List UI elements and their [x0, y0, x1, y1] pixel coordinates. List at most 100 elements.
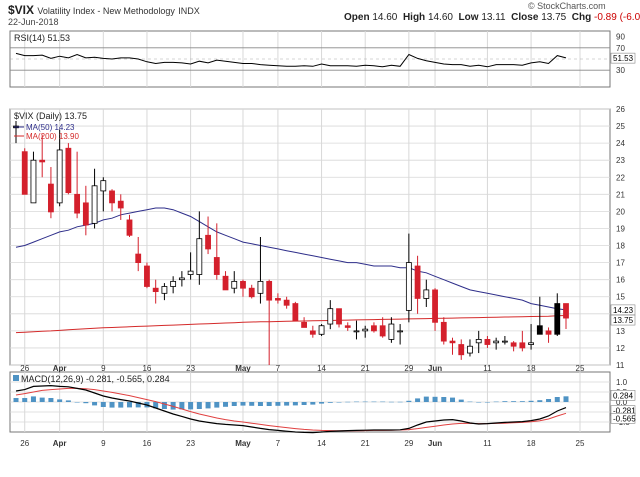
candle-body [65, 147, 72, 194]
candle-body [91, 185, 98, 224]
price-tick-label: 22 [616, 173, 625, 182]
macd-histogram-bar [284, 402, 290, 406]
x-tick-label-macd: 14 [317, 439, 326, 448]
candle-body [144, 265, 150, 287]
x-tick-label-price: 21 [361, 364, 370, 373]
candle-body [161, 286, 168, 294]
candle-body [205, 234, 211, 250]
candle-body [275, 298, 281, 301]
macd-histogram-bar [65, 400, 71, 402]
x-tick-label-macd: 21 [361, 439, 370, 448]
macd-histogram-bar [537, 400, 543, 402]
ma200-line [15, 315, 567, 334]
x-axis: 26 Apr 9 16 23 May 7 14 21 29 Jun 11 18 25 26 Apr 9 16 23 M… [20, 364, 585, 448]
quote-date: 22-Jun-2018 [8, 17, 59, 27]
rsi-legend-text: RSI(14) 51.53 [14, 33, 70, 43]
x-tick-label-macd: Jun [428, 439, 442, 448]
macd-legend-swatch [13, 375, 19, 381]
macd-histogram-bar [528, 400, 534, 402]
symbol: $VIX [8, 3, 35, 17]
rsi-tick-label: 70 [616, 44, 625, 53]
candle-body [30, 159, 37, 204]
macd-histogram-bar [301, 402, 307, 405]
macd-histogram-bar [30, 396, 36, 402]
macd-histogram-bar [48, 398, 54, 402]
macd-histogram-bar [275, 402, 281, 406]
chg-label: Chg [571, 12, 592, 23]
macd-histogram-bar [161, 402, 167, 409]
candle-body [178, 277, 185, 281]
x-tick-label-macd: 26 [20, 439, 29, 448]
candle-body [371, 325, 377, 332]
candle-body [344, 325, 351, 328]
candle-body [493, 340, 500, 344]
macd-histogram-bar [310, 402, 316, 405]
price-tick-label: 15 [616, 293, 625, 302]
macd-histogram-bar [458, 399, 464, 402]
x-tick-label-macd: 11 [483, 439, 492, 448]
macd-histogram-bar [13, 398, 19, 402]
x-tick-label-price: Apr [53, 364, 67, 373]
macd-tick-label: 0.0 [616, 398, 628, 407]
x-tick-label-price: 23 [186, 364, 195, 373]
price-tick-label: 26 [616, 105, 625, 114]
price-tick-label: 13 [616, 327, 625, 336]
macd-histogram-bar [257, 402, 263, 406]
price-tick-label: 18 [616, 242, 625, 251]
macd-histogram-bar [432, 396, 438, 402]
macd-panel: -1.0-0.50.00.51.00.284-0.281-0.565MACD(1… [9, 371, 636, 434]
macd-histogram-bar [467, 401, 473, 403]
candle-body [336, 308, 342, 325]
candle-body [353, 330, 360, 333]
candle-body [397, 330, 404, 333]
x-tick-label-price: 7 [276, 364, 281, 373]
rsi-tick-label: 30 [616, 66, 625, 75]
macd-signal-last-label-box [610, 412, 636, 424]
macd-signal-last-label: -0.565 [613, 414, 636, 423]
x-tick-label-price: May [235, 364, 251, 373]
macd-histogram-bar [57, 399, 63, 402]
candle-body [301, 321, 307, 328]
candle-body [170, 280, 177, 287]
macd-histogram-last-label-box [610, 390, 636, 401]
x-tick-label-macd: 25 [576, 439, 585, 448]
macd-line [15, 384, 567, 434]
candle-body [231, 280, 238, 289]
candle-body [554, 303, 561, 335]
candle-body [510, 342, 517, 347]
security-name: Volatility Index - New Methodology [37, 6, 175, 16]
price-tick-label: 16 [616, 276, 625, 285]
macd-histogram-bar [371, 401, 377, 403]
candle-body [440, 321, 447, 342]
macd-histogram-bar [240, 402, 246, 406]
macd-histogram-bar [196, 402, 202, 409]
macd-histogram-bar [92, 402, 98, 406]
candle-body [222, 275, 229, 291]
macd-histogram-bar [100, 402, 106, 407]
candle-body [458, 344, 465, 356]
macd-histogram-bar [484, 402, 490, 403]
candle-body [240, 280, 246, 289]
x-tick-label-price: 18 [527, 364, 536, 373]
high-label: High [402, 12, 426, 23]
low-label: Low [458, 12, 479, 23]
candle-body [467, 345, 473, 354]
quote-summary: Open 14.60 High 14.60 Low 13.11 Close 13… [344, 12, 640, 23]
x-tick-label-macd: 18 [527, 439, 536, 448]
x-tick-label-price: Jun [428, 364, 442, 373]
chg-value: -0.89 (-6.08%) [594, 12, 640, 23]
candle-body [213, 257, 220, 275]
price-legend: $VIX (Daily) 13.75 [14, 111, 87, 121]
candle-body [563, 303, 569, 319]
macd-histogram-bar [476, 402, 482, 403]
price-tick-label: 19 [616, 224, 625, 233]
x-tick-label-price: 9 [101, 364, 106, 373]
macd-histogram-bar [519, 401, 525, 402]
price-tick-label: 20 [616, 207, 625, 216]
candle-body [257, 280, 264, 294]
candle-body [423, 289, 430, 299]
candle-body [100, 180, 107, 192]
rsi-tick-label: 90 [616, 33, 625, 42]
macd-histogram-bar [188, 402, 194, 410]
